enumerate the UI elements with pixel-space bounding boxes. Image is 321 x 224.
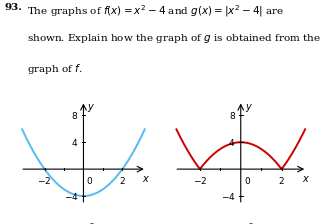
Text: $0$: $0$ <box>244 175 251 186</box>
Text: $-2$: $-2$ <box>38 175 52 186</box>
Text: $0$: $0$ <box>86 175 93 186</box>
Text: $-2$: $-2$ <box>193 175 207 186</box>
Text: $-4$: $-4$ <box>221 190 236 202</box>
Text: $8$: $8$ <box>229 110 236 121</box>
Text: $8$: $8$ <box>72 110 79 121</box>
Text: $y$: $y$ <box>245 102 253 114</box>
Text: $4$: $4$ <box>229 137 236 148</box>
Text: The graphs of $f(x) = x^2 - 4$ and $g(x) = |x^2 - 4|$ are: The graphs of $f(x) = x^2 - 4$ and $g(x)… <box>27 3 284 19</box>
Text: 93.: 93. <box>5 3 23 12</box>
Text: $g(x) = |x^2 - 4|$: $g(x) = |x^2 - 4|$ <box>205 221 277 224</box>
Text: shown. Explain how the graph of $g$ is obtained from the: shown. Explain how the graph of $g$ is o… <box>27 32 321 45</box>
Text: $4$: $4$ <box>72 137 79 148</box>
Text: $x$: $x$ <box>302 174 310 184</box>
Text: graph of $f$.: graph of $f$. <box>27 62 83 76</box>
Text: $2$: $2$ <box>119 175 126 186</box>
Text: $x$: $x$ <box>142 174 150 184</box>
Text: $f(x) = x^2 - 4$: $f(x) = x^2 - 4$ <box>52 221 115 224</box>
Text: $-4$: $-4$ <box>64 190 79 202</box>
Text: $y$: $y$ <box>87 102 95 114</box>
Text: $2$: $2$ <box>278 175 285 186</box>
